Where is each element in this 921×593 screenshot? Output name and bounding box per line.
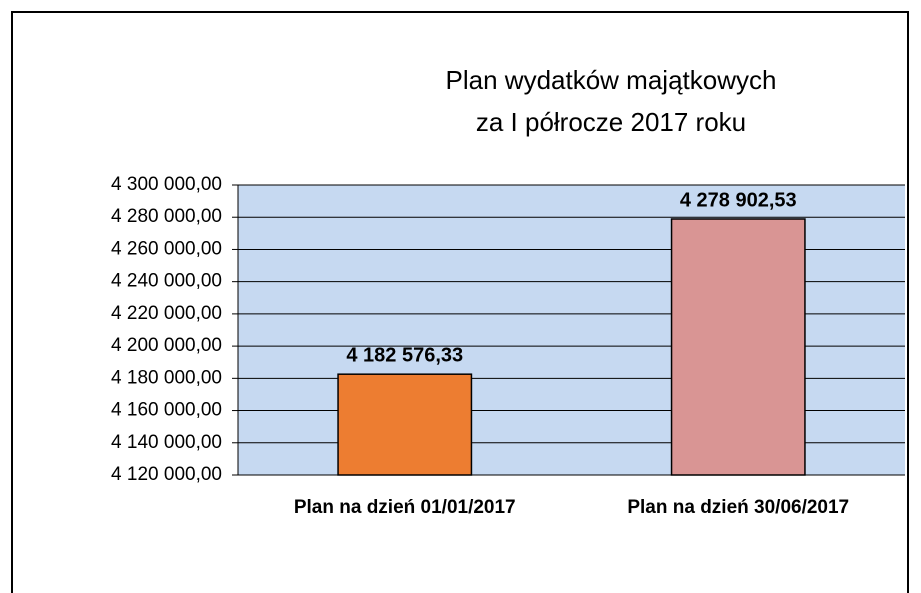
value-label: 4 278 902,53: [680, 189, 797, 211]
y-tick-label: 4 200 000,00: [111, 335, 222, 356]
x-tick-label: Plan na dzień 01/01/2017: [294, 497, 516, 518]
bar: [337, 373, 473, 476]
y-tick-label: 4 240 000,00: [111, 271, 222, 292]
chart-title: za I półrocze 2017 roku: [476, 107, 746, 137]
value-label: 4 182 576,33: [346, 344, 463, 366]
y-tick-label: 4 280 000,00: [111, 206, 222, 227]
y-tick-label: 4 120 000,00: [111, 464, 222, 485]
y-tick-label: 4 140 000,00: [111, 432, 222, 453]
chart-title: Plan wydatków majątkowych: [446, 65, 777, 95]
frame: [11, 11, 909, 593]
y-tick-label: 4 220 000,00: [111, 303, 222, 324]
bar: [670, 218, 806, 476]
y-tick-label: 4 180 000,00: [111, 367, 222, 388]
x-tick-label: Plan na dzień 30/06/2017: [627, 497, 849, 518]
y-tick-label: 4 260 000,00: [111, 238, 222, 259]
y-tick-label: 4 300 000,00: [111, 174, 222, 195]
y-tick-label: 4 160 000,00: [111, 400, 222, 421]
